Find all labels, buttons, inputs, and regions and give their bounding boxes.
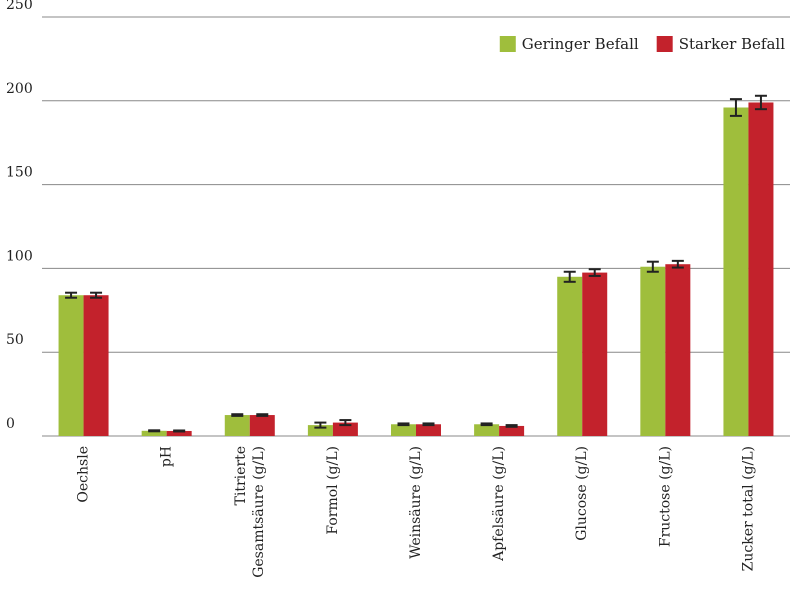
bar xyxy=(416,424,441,436)
x-tick-label: Apfelsäure (g/L) xyxy=(491,446,507,562)
error-bar xyxy=(173,429,186,433)
bar xyxy=(474,424,500,436)
x-tick-label: pH xyxy=(159,446,175,467)
error-bar xyxy=(256,413,269,417)
bar xyxy=(141,430,167,436)
y-tick-label: 150 xyxy=(6,165,33,181)
error-bar xyxy=(422,422,435,427)
bar xyxy=(499,425,525,436)
bar xyxy=(723,107,749,436)
bar xyxy=(249,415,275,436)
y-tick-label: 250 xyxy=(6,0,33,13)
x-tick-label: Formol (g/L) xyxy=(325,446,341,535)
error-bar xyxy=(231,413,244,417)
error-bar xyxy=(314,421,327,429)
error-bar xyxy=(65,291,78,299)
y-tick-label: 50 xyxy=(6,332,24,348)
error-bar xyxy=(729,98,742,117)
y-tick-label: 100 xyxy=(6,248,33,264)
bar xyxy=(748,102,774,436)
bar xyxy=(640,266,666,436)
bar xyxy=(557,276,583,436)
error-bar xyxy=(754,94,767,111)
x-tick-label: Glucose (g/L) xyxy=(574,446,590,541)
legend-swatch xyxy=(499,36,516,52)
error-bar xyxy=(505,424,518,428)
error-bar xyxy=(563,270,576,283)
bar xyxy=(58,295,84,436)
bar xyxy=(332,422,358,436)
error-bar xyxy=(90,291,103,299)
x-tick-label: Oechsle xyxy=(76,446,92,503)
x-tick-label: Zucker total (g/L) xyxy=(740,446,756,571)
x-tick-label: Weinsäure (g/L) xyxy=(408,446,424,559)
bar xyxy=(307,425,333,436)
error-bar xyxy=(339,419,352,427)
bar xyxy=(83,295,109,436)
error-bar xyxy=(671,259,684,269)
error-bar xyxy=(148,429,161,433)
bar xyxy=(166,430,192,436)
bar xyxy=(582,272,608,436)
error-bar xyxy=(646,260,659,273)
error-bar xyxy=(588,268,601,277)
error-bar xyxy=(480,422,493,427)
bar xyxy=(224,415,250,436)
y-tick-label: 200 xyxy=(6,81,33,97)
bar xyxy=(391,424,416,436)
y-tick-label: 0 xyxy=(6,416,15,432)
legend-swatch xyxy=(656,36,673,52)
legend-label: Geringer Befall xyxy=(522,35,639,53)
x-tick-label: Fructose (g/L) xyxy=(657,446,673,547)
legend-label: Starker Befall xyxy=(679,35,786,53)
error-bar xyxy=(397,422,410,427)
x-tick-label: Titrierte Gesamtsäure (g/L) xyxy=(233,446,267,578)
bar xyxy=(665,264,691,436)
